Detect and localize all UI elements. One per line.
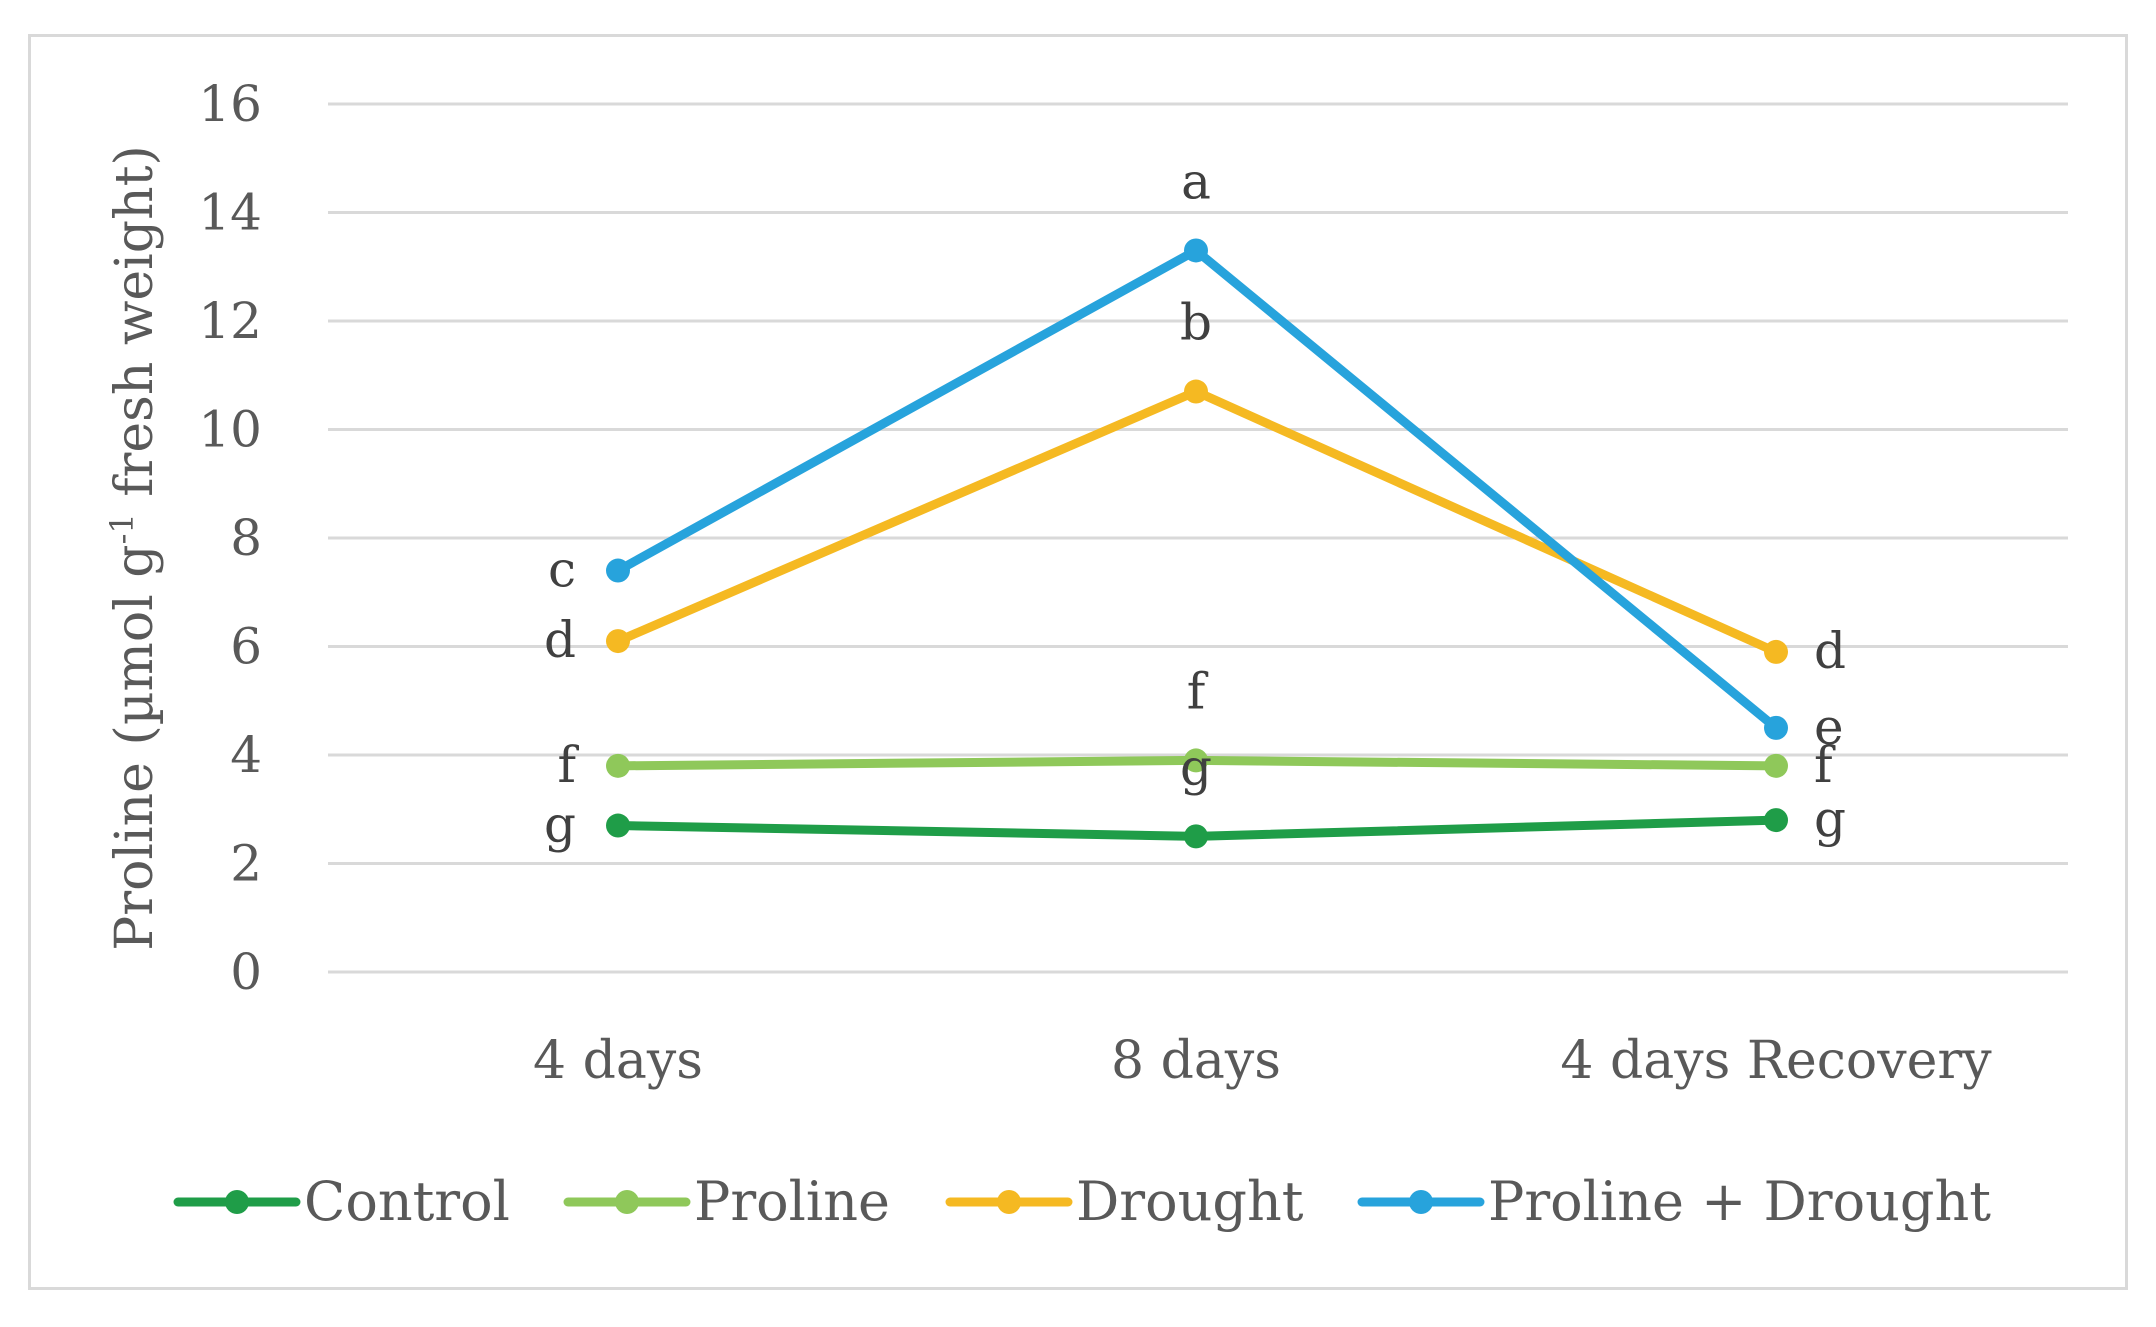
- significance-letter: g: [1814, 790, 1846, 848]
- legend: Control Proline Drought Proline + Drought: [173, 1170, 1991, 1233]
- legend-item: Drought: [945, 1170, 1304, 1233]
- legend-item: Control: [173, 1170, 510, 1233]
- series-lines: [606, 238, 1788, 849]
- legend-swatch-marker: [225, 1190, 249, 1214]
- significance-letter: a: [1181, 152, 1211, 210]
- y-tick-label: 10: [198, 401, 262, 459]
- data-point: [606, 813, 630, 838]
- data-point: [606, 753, 630, 778]
- significance-letter: f: [1814, 736, 1836, 794]
- significance-letter: g: [544, 796, 576, 854]
- significance-letter: f: [557, 736, 579, 794]
- significance-letter: b: [1180, 294, 1212, 352]
- significance-letter: g: [1180, 738, 1212, 796]
- data-point: [1184, 824, 1208, 849]
- data-point: [606, 558, 630, 583]
- data-point: [606, 629, 630, 654]
- y-tick-label: 4: [230, 726, 262, 784]
- legend-label: Control: [304, 1170, 510, 1233]
- legend-item: Proline: [563, 1170, 890, 1233]
- data-point: [1764, 808, 1788, 833]
- y-tick-label: 0: [230, 943, 262, 1001]
- legend-swatch-marker: [615, 1190, 639, 1214]
- y-axis-label: Proline (µmol g-1 fresh weight): [103, 145, 165, 951]
- legend-swatch-marker: [1409, 1190, 1433, 1214]
- x-category-label: 4 days Recovery: [1560, 1031, 1992, 1091]
- legend-swatch-marker: [997, 1190, 1021, 1214]
- legend-label: Proline: [694, 1170, 890, 1233]
- data-point: [1764, 753, 1788, 778]
- legend-item: Proline + Drought: [1357, 1170, 1991, 1233]
- y-tick-label: 14: [198, 184, 262, 242]
- gridlines: [328, 102, 2068, 974]
- significance-letter: e: [1814, 698, 1844, 756]
- significance-letter: d: [1814, 622, 1846, 680]
- data-point: [1184, 748, 1208, 773]
- x-category-label: 4 days: [533, 1031, 703, 1091]
- x-axis-categories: 4 days 8 days 4 days Recovery: [533, 1031, 1992, 1091]
- legend-label: Drought: [1076, 1170, 1304, 1233]
- significance-letter: d: [544, 611, 576, 669]
- data-point: [1764, 715, 1788, 740]
- y-tick-label: 6: [230, 618, 262, 676]
- y-tick-label: 2: [230, 835, 262, 893]
- data-point: [1764, 639, 1788, 664]
- y-tick-label: 16: [198, 75, 262, 133]
- x-category-label: 8 days: [1111, 1031, 1281, 1091]
- legend-label: Proline + Drought: [1488, 1170, 1991, 1233]
- data-point: [1184, 238, 1208, 263]
- y-axis-ticks: 0 2 4 6 8 10 12 14 16: [198, 75, 262, 1001]
- y-tick-label: 8: [230, 509, 262, 567]
- significance-letter: c: [548, 541, 576, 599]
- y-tick-label: 12: [198, 292, 262, 350]
- significance-letter: f: [1187, 662, 1209, 720]
- data-point: [1184, 379, 1208, 404]
